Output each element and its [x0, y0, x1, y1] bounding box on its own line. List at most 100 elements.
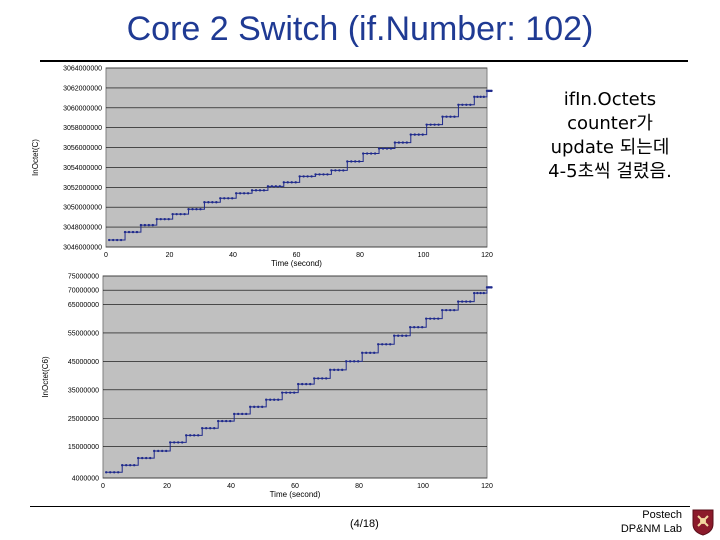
- data-point: [433, 317, 436, 320]
- x-tick-label: 60: [291, 483, 299, 490]
- data-point: [310, 175, 313, 178]
- y-tick-label: 35000000: [68, 387, 99, 394]
- data-point: [397, 141, 401, 144]
- data-point: [318, 173, 321, 176]
- data-point: [225, 419, 228, 423]
- data-point: [273, 398, 276, 401]
- data-point: [405, 334, 408, 337]
- data-point: [425, 317, 428, 320]
- data-point: [277, 398, 280, 401]
- data-point: [441, 308, 444, 312]
- y-tick-label: 3052000000: [63, 185, 102, 192]
- data-point: [437, 123, 440, 126]
- data-point: [385, 343, 388, 346]
- plot-area: [102, 275, 488, 479]
- data-point: [157, 449, 160, 453]
- data-point: [294, 181, 297, 184]
- y-tick-label: 3058000000: [63, 125, 102, 132]
- data-point: [369, 351, 372, 355]
- data-point: [365, 351, 368, 355]
- data-point: [449, 115, 452, 118]
- data-point: [393, 334, 396, 337]
- data-point: [274, 185, 278, 188]
- title-divider: [40, 60, 688, 62]
- data-point: [361, 152, 365, 155]
- data-point: [175, 212, 178, 216]
- data-point: [313, 377, 316, 380]
- data-point: [314, 173, 317, 176]
- data-point: [321, 377, 324, 380]
- data-point: [133, 463, 136, 467]
- data-point: [326, 173, 329, 176]
- data-point: [217, 419, 220, 423]
- note-line-3: update 되는데: [550, 137, 670, 158]
- y-axis-label: InOctet(C6): [41, 356, 50, 398]
- data-point: [209, 427, 212, 430]
- data-point: [115, 238, 119, 242]
- data-point: [490, 286, 493, 289]
- data-point: [369, 152, 373, 155]
- data-point: [441, 115, 444, 118]
- x-tick-label: 80: [356, 252, 364, 259]
- x-tick-label: 100: [417, 483, 429, 490]
- data-point: [341, 368, 344, 372]
- data-point: [353, 360, 356, 363]
- data-point: [145, 456, 148, 460]
- data-point: [333, 368, 336, 372]
- data-point: [173, 441, 176, 444]
- data-point: [305, 382, 308, 386]
- data-point: [329, 368, 332, 372]
- data-point: [193, 434, 196, 437]
- data-point: [345, 360, 348, 363]
- data-point: [405, 141, 409, 144]
- y-tick-label: 3048000000: [63, 225, 102, 232]
- x-tick-label: 60: [293, 252, 301, 259]
- lab-name-line-1: Postech: [642, 509, 682, 521]
- x-tick-label: 80: [355, 483, 363, 490]
- data-point: [227, 197, 230, 200]
- data-point: [265, 398, 268, 401]
- data-point: [285, 391, 288, 394]
- x-tick-label: 120: [481, 252, 493, 259]
- data-point: [309, 382, 312, 386]
- y-axis-label: InOctet(C): [31, 139, 40, 176]
- data-point: [262, 189, 266, 192]
- y-tick-label: 45000000: [68, 359, 99, 366]
- data-point: [337, 368, 340, 372]
- slide-title: Core 2 Switch (if.Number: 102): [126, 10, 594, 48]
- data-point: [377, 147, 381, 150]
- data-point: [278, 185, 282, 188]
- data-point: [215, 201, 218, 204]
- lab-name-line-2: DP&NM Lab: [620, 523, 682, 535]
- data-point: [257, 405, 260, 409]
- data-point: [167, 217, 170, 221]
- data-point: [417, 133, 420, 136]
- data-point: [201, 427, 204, 430]
- data-point: [205, 427, 208, 430]
- data-point: [476, 95, 479, 99]
- data-point: [381, 343, 384, 346]
- data-point: [129, 463, 132, 467]
- data-point: [482, 291, 485, 295]
- data-point: [137, 456, 140, 460]
- data-point: [269, 398, 272, 401]
- data-point: [241, 412, 244, 416]
- data-point: [409, 326, 412, 329]
- y-tick-label: 3056000000: [63, 145, 102, 152]
- data-point: [213, 427, 216, 430]
- data-point: [297, 382, 300, 386]
- data-point: [211, 201, 214, 204]
- page-number: (4/18): [350, 518, 379, 530]
- data-point: [282, 181, 285, 184]
- data-point: [111, 238, 115, 242]
- y-tick-label: 15000000: [68, 444, 99, 451]
- data-point: [286, 181, 289, 184]
- data-point: [123, 230, 127, 234]
- data-point: [401, 334, 404, 337]
- data-point: [197, 434, 200, 437]
- lab-name: Postech DP&NM Lab: [621, 508, 682, 536]
- data-point: [357, 360, 360, 363]
- data-point: [449, 308, 452, 312]
- data-point: [421, 326, 424, 329]
